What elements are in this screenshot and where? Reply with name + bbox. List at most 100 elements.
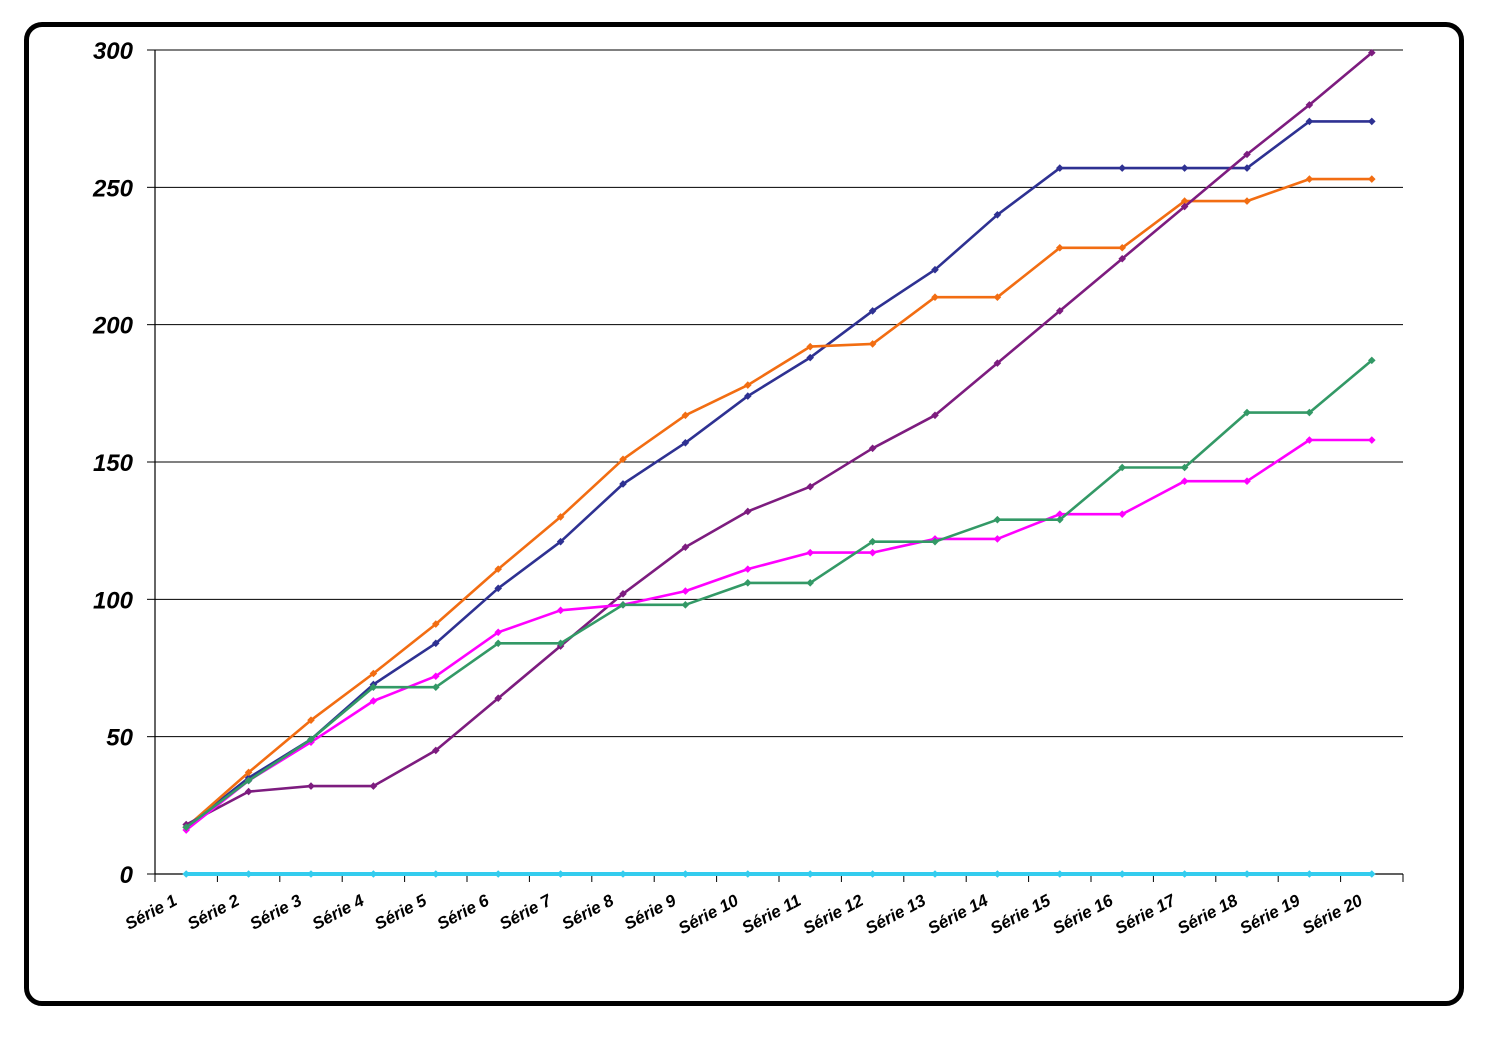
series-1-point — [619, 480, 627, 488]
series-5-point — [1305, 408, 1314, 417]
series-2-point — [432, 620, 440, 628]
series-5-point — [556, 639, 565, 648]
series-5-point — [244, 776, 253, 785]
series-5-point — [369, 683, 378, 692]
x-tick-label: Série 8 — [559, 891, 618, 934]
x-tick-label: Série 15 — [987, 891, 1054, 939]
series-2-point — [556, 513, 565, 521]
series-3-point — [744, 507, 752, 516]
series-4-point — [1180, 477, 1189, 486]
series-3-point — [307, 782, 315, 790]
series-1-point — [1368, 117, 1376, 126]
series-1-point — [494, 584, 502, 593]
series-1-point — [1056, 164, 1064, 172]
series-line-2 — [185, 177, 1372, 829]
series-6-point — [307, 870, 315, 878]
series-4-point — [1056, 510, 1064, 518]
series-6-point — [369, 870, 378, 878]
series-6-point — [993, 870, 1002, 878]
x-tick-label: Série 12 — [800, 891, 867, 939]
series-2-point — [244, 768, 253, 777]
series-6-point — [556, 870, 565, 878]
series-4-point — [744, 565, 752, 573]
series-2-point — [307, 716, 315, 724]
series-4-point — [556, 606, 565, 615]
y-tick-label: 150 — [93, 450, 134, 477]
series-3-point — [806, 482, 814, 491]
series-1-point — [681, 438, 690, 447]
series-1-point — [556, 537, 565, 546]
series-3-point — [244, 787, 253, 796]
series-2-point — [1305, 175, 1314, 183]
series-2-point — [681, 411, 690, 420]
series-3-point — [1305, 101, 1314, 109]
series-3-point — [494, 694, 502, 703]
series-6-point — [244, 870, 253, 878]
series-3-point — [681, 543, 690, 551]
series-5-point — [806, 579, 814, 587]
series-5-point — [1056, 515, 1064, 524]
series-5-point — [619, 601, 627, 609]
series-3-point — [931, 411, 939, 420]
series-line-5 — [185, 359, 1373, 829]
x-tick-label: Série 5 — [372, 891, 431, 934]
series-4-point — [806, 548, 814, 557]
x-tick-labels: Série 1 Série 2 Série 3 Série 4 Série 5 Série… — [122, 890, 1366, 938]
x-tick-label: Série 2 — [184, 891, 243, 934]
series-5-point — [1180, 463, 1189, 472]
series-5-point — [182, 823, 190, 832]
series-5-point — [494, 639, 502, 648]
series-6-point — [182, 870, 190, 878]
series-2-point — [1243, 197, 1251, 205]
series-6-point — [1243, 870, 1251, 878]
x-tick-label: Série 13 — [862, 891, 929, 939]
x-tick-label: Série 18 — [1174, 891, 1241, 939]
axes — [147, 49, 1404, 882]
series-6-point — [1180, 870, 1189, 878]
series-1-point — [868, 307, 877, 315]
series-6-point — [1305, 870, 1314, 878]
x-tick-label: Série 7 — [496, 890, 556, 934]
series-3-point — [868, 444, 877, 453]
series-6-point — [931, 870, 939, 878]
gridlines — [155, 49, 1403, 738]
series-4-point — [1305, 436, 1314, 444]
x-tick-label: Série 1 — [122, 891, 180, 934]
series-6-point — [681, 870, 690, 878]
series-5-point — [1368, 356, 1376, 365]
series-1-point — [1180, 164, 1189, 172]
series-5-point — [432, 683, 440, 692]
x-tick-label: Série 9 — [621, 891, 680, 934]
series-4-point — [1118, 510, 1126, 518]
series-2-point — [494, 565, 502, 573]
series-4-point — [1368, 436, 1376, 444]
series-2-point — [993, 293, 1002, 301]
series-1-point — [993, 211, 1002, 219]
x-tick-label: Série 6 — [434, 891, 493, 934]
series-line-3 — [185, 51, 1373, 826]
series-4-point — [1243, 477, 1251, 486]
y-tick-labels: 0 50 100 150 200 250 300 — [92, 38, 134, 889]
series-4-point — [494, 628, 502, 637]
series-6-point — [1056, 870, 1064, 878]
y-tick-label: 200 — [92, 313, 134, 340]
x-tick-label: Série 16 — [1050, 891, 1117, 939]
series-4-point — [681, 587, 690, 595]
series-5-point — [681, 601, 690, 609]
x-tick-label: Série 17 — [1112, 890, 1180, 938]
series-3-point — [1368, 48, 1376, 57]
series-line-4 — [185, 438, 1372, 832]
series-6-point — [868, 870, 877, 878]
series-3-point — [432, 746, 440, 755]
series-3-point — [1056, 307, 1064, 315]
series-2-point — [369, 669, 378, 678]
y-tick-label: 250 — [92, 175, 134, 202]
series-4-point — [432, 672, 440, 681]
series-2-point — [1118, 243, 1126, 252]
series-lines — [182, 48, 1376, 878]
x-tick-label: Série 19 — [1237, 891, 1304, 939]
series-3-point — [1243, 150, 1251, 159]
series-4-point — [868, 548, 877, 557]
series-1-point — [432, 639, 440, 648]
